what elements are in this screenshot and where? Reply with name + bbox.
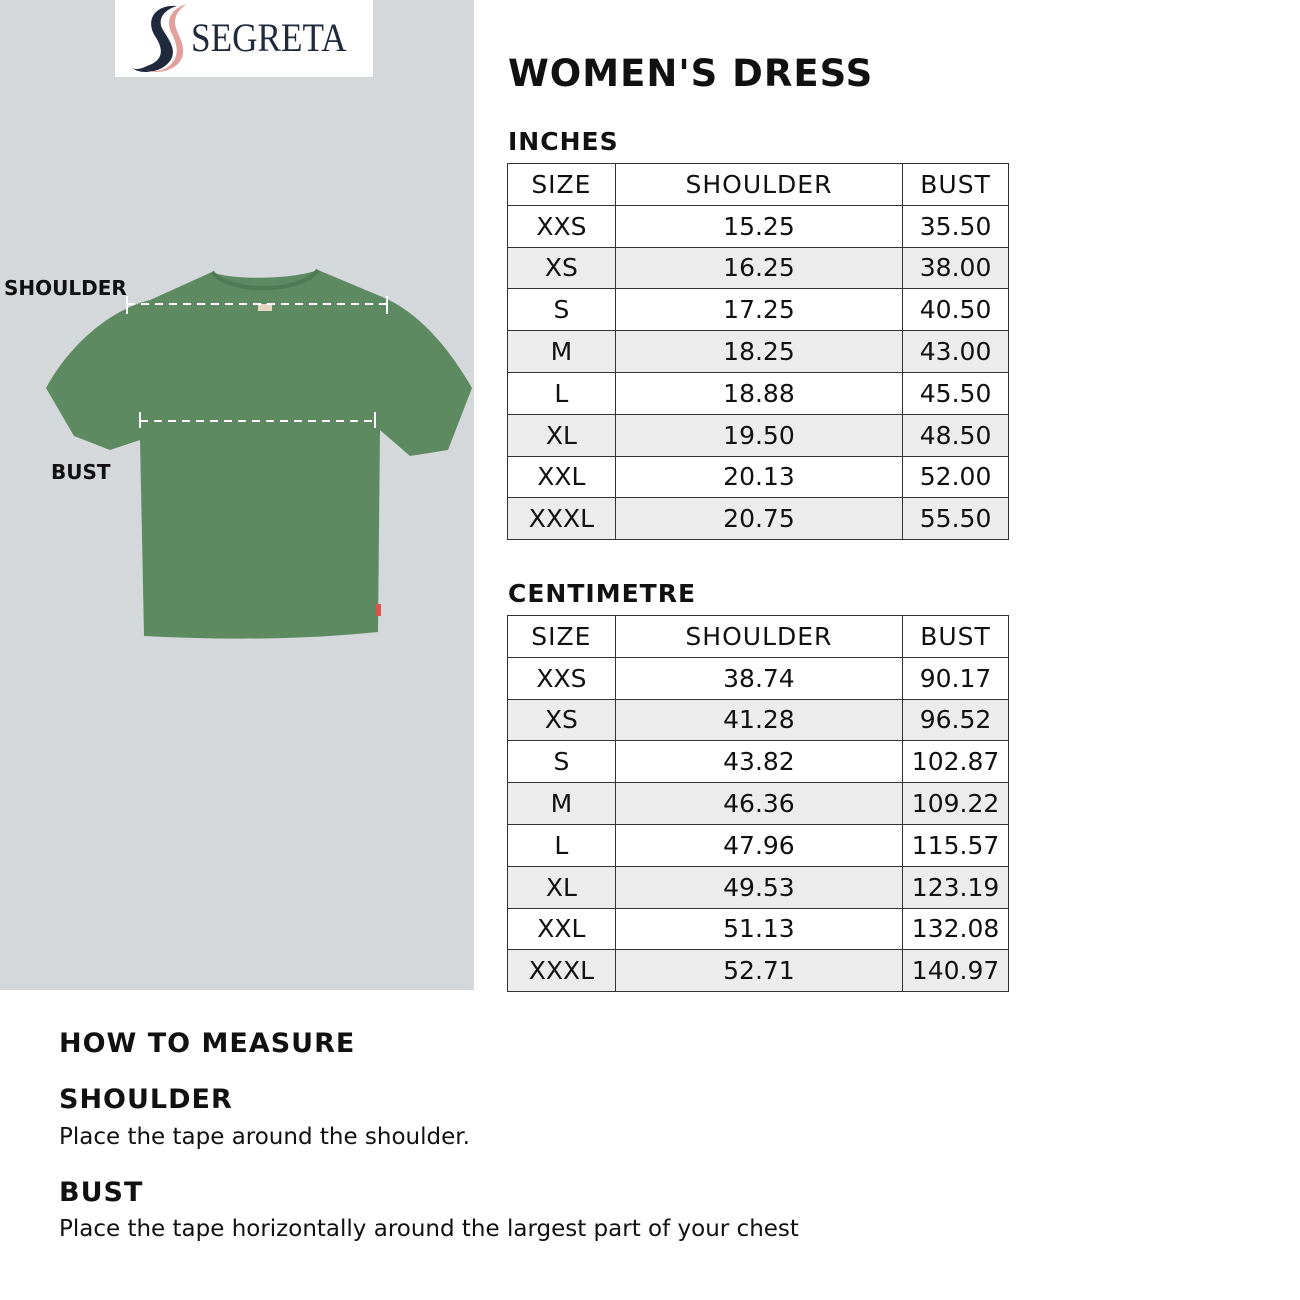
table-header-row: SIZE SHOULDER BUST [507, 615, 1009, 658]
bust-cell: 40.50 [902, 288, 1009, 332]
shoulder-cell: 38.74 [614, 656, 904, 700]
bust-cell: 140.97 [902, 949, 1009, 993]
tshirt-illustration [46, 268, 472, 639]
bust-cell: 102.87 [902, 740, 1009, 784]
table-row: XXS 15.25 35.50 [507, 204, 1009, 248]
size-cell: M [507, 782, 616, 825]
bust-cell: 115.57 [902, 823, 1009, 867]
table-row: XS 16.25 38.00 [507, 246, 1009, 290]
table-row: L 47.96 115.57 [507, 823, 1009, 867]
brand-logo: SEGRETA [115, 0, 373, 77]
bust-cell: 48.50 [902, 413, 1009, 457]
column-header: BUST [902, 615, 1009, 658]
column-header: SHOULDER [614, 615, 904, 658]
how-to-measure-heading: HOW TO MEASURE [59, 1028, 356, 1059]
table-row: XXXL 52.71 140.97 [507, 949, 1009, 993]
column-header: BUST [902, 163, 1009, 206]
shoulder-cell: 52.71 [614, 949, 904, 993]
column-header: SIZE [507, 615, 616, 658]
table-row: M 46.36 109.22 [507, 782, 1009, 825]
size-cell: XL [507, 865, 616, 909]
table-row: XXL 51.13 132.08 [507, 907, 1009, 951]
bust-instruction-text: Place the tape horizontally around the l… [59, 1216, 799, 1242]
shoulder-cell: 16.25 [614, 246, 904, 290]
shoulder-cell: 47.96 [614, 823, 904, 867]
logo-text: SEGRETA [191, 15, 347, 60]
bust-cell: 96.52 [902, 698, 1009, 742]
shoulder-instruction-title: SHOULDER [59, 1084, 233, 1115]
inches-table: SIZE SHOULDER BUST XXS 15.25 35.50 XS 16.25 3… [507, 163, 1009, 541]
shoulder-cell: 17.25 [614, 288, 904, 332]
shoulder-cell: 49.53 [614, 865, 904, 909]
table-row: XXS 38.74 90.17 [507, 656, 1009, 700]
size-cell: L [507, 371, 616, 415]
table-row: XXL 20.13 52.00 [507, 455, 1009, 499]
bust-instruction-title: BUST [59, 1177, 144, 1208]
bust-cell: 35.50 [902, 204, 1009, 248]
page-title: WOMEN'S DRESS [508, 52, 874, 95]
side-tab [376, 604, 381, 616]
column-header: SIZE [507, 163, 616, 206]
shoulder-cell: 43.82 [614, 740, 904, 784]
shoulder-measure-line [126, 296, 388, 314]
size-cell: XL [507, 413, 616, 457]
size-cell: XXS [507, 204, 616, 248]
table-row: XL 49.53 123.19 [507, 865, 1009, 909]
size-cell: XS [507, 698, 616, 742]
table-row: L 18.88 45.50 [507, 371, 1009, 415]
bust-cell: 55.50 [902, 497, 1009, 541]
size-cell: L [507, 823, 616, 867]
size-cell: XXL [507, 455, 616, 499]
bust-cell: 52.00 [902, 455, 1009, 499]
shoulder-instruction-text: Place the tape around the shoulder. [59, 1124, 470, 1150]
table-row: S 43.82 102.87 [507, 740, 1009, 784]
shoulder-cell: 51.13 [614, 907, 904, 951]
shoulder-cell: 15.25 [614, 204, 904, 248]
size-cell: XXL [507, 907, 616, 951]
centimetre-heading: CENTIMETRE [508, 579, 697, 608]
size-cell: XXXL [507, 497, 616, 541]
bust-cell: 109.22 [902, 782, 1009, 825]
logo-swirl-icon [131, 4, 187, 73]
bust-cell: 90.17 [902, 656, 1009, 700]
size-cell: XS [507, 246, 616, 290]
table-row: S 17.25 40.50 [507, 288, 1009, 332]
table-row: XXXL 20.75 55.50 [507, 497, 1009, 541]
shoulder-cell: 19.50 [614, 413, 904, 457]
shoulder-cell: 46.36 [614, 782, 904, 825]
table-header-row: SIZE SHOULDER BUST [507, 163, 1009, 206]
column-header: SHOULDER [614, 163, 904, 206]
neck-label [258, 304, 272, 311]
table-row: M 18.25 43.00 [507, 330, 1009, 373]
bust-cell: 45.50 [902, 371, 1009, 415]
shoulder-cell: 41.28 [614, 698, 904, 742]
shoulder-label: SHOULDER [4, 276, 127, 300]
bust-cell: 38.00 [902, 246, 1009, 290]
shoulder-cell: 20.75 [614, 497, 904, 541]
shoulder-cell: 18.88 [614, 371, 904, 415]
illustration-panel: SEGRETA SHOULDER BUST [0, 0, 474, 990]
size-cell: S [507, 740, 616, 784]
bust-cell: 132.08 [902, 907, 1009, 951]
size-cell: S [507, 288, 616, 332]
table-row: XL 19.50 48.50 [507, 413, 1009, 457]
bust-cell: 123.19 [902, 865, 1009, 909]
size-cell: XXXL [507, 949, 616, 993]
shoulder-cell: 18.25 [614, 330, 904, 373]
bust-measure-line [139, 412, 376, 428]
size-cell: XXS [507, 656, 616, 700]
bust-cell: 43.00 [902, 330, 1009, 373]
inches-heading: INCHES [508, 127, 619, 156]
size-cell: M [507, 330, 616, 373]
centimetre-table: SIZE SHOULDER BUST XXS 38.74 90.17 XS 41.28 9… [507, 615, 1009, 993]
bust-label: BUST [51, 460, 111, 484]
table-row: XS 41.28 96.52 [507, 698, 1009, 742]
shoulder-cell: 20.13 [614, 455, 904, 499]
